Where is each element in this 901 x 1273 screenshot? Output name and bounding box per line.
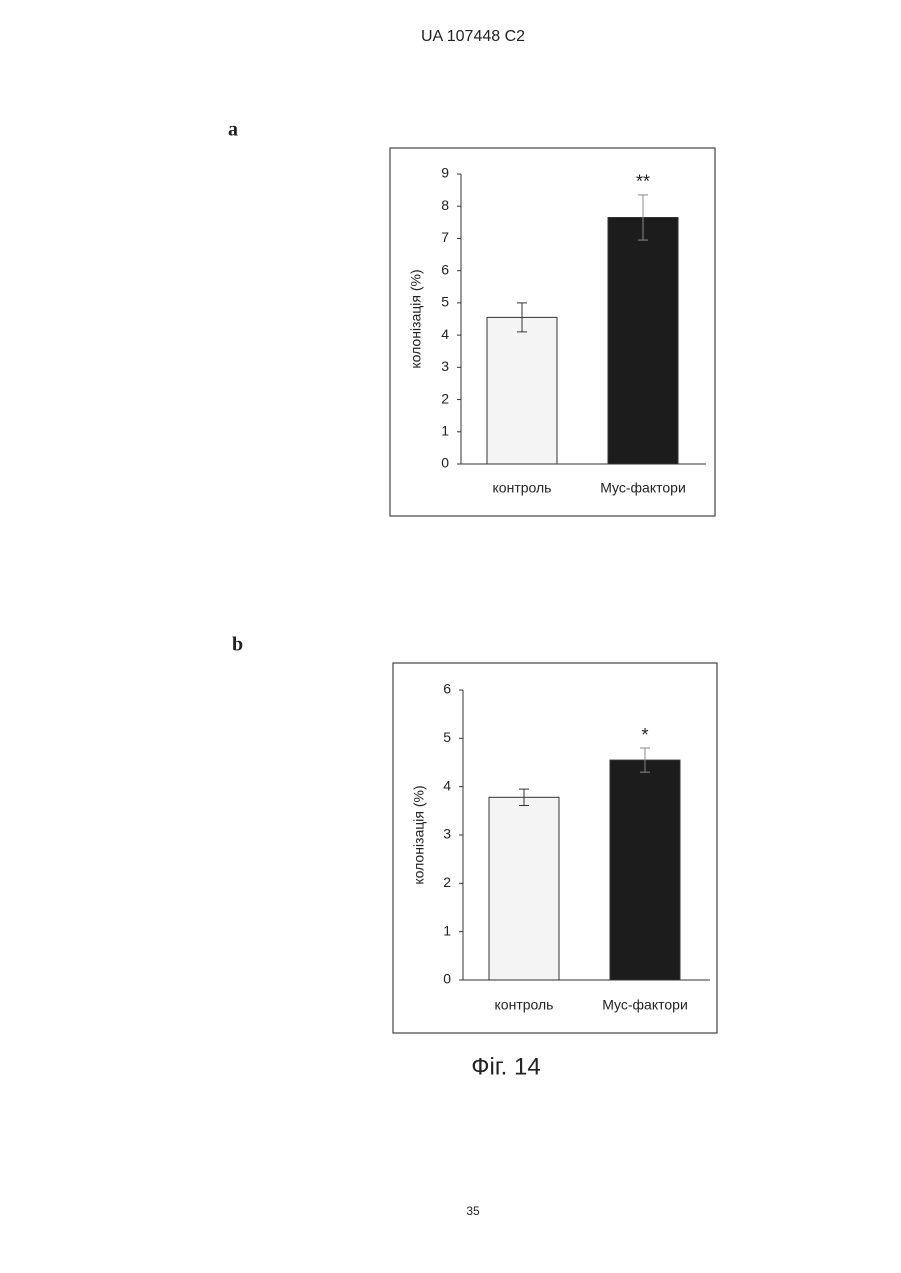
y-tick-label: 3 bbox=[441, 358, 449, 374]
bar bbox=[608, 218, 678, 465]
y-tick-label: 6 bbox=[443, 681, 451, 697]
y-tick-label: 3 bbox=[443, 826, 451, 842]
header: UA 107448 C2 bbox=[421, 28, 525, 45]
y-tick-label: 7 bbox=[441, 229, 449, 245]
y-tick-label: 4 bbox=[441, 326, 449, 342]
y-tick-label: 2 bbox=[443, 874, 451, 890]
y-axis-label: колонізація (%) bbox=[411, 785, 427, 884]
y-tick-label: 2 bbox=[441, 390, 449, 406]
bar bbox=[487, 317, 557, 464]
significance-mark: * bbox=[641, 725, 648, 745]
significance-mark: ** bbox=[636, 172, 650, 192]
y-tick-label: 9 bbox=[441, 165, 449, 181]
y-axis-label: колонізація (%) bbox=[408, 269, 424, 368]
caption: Фіг. 14 bbox=[471, 1053, 540, 1080]
x-tick-label: Мус-фактори bbox=[600, 480, 686, 496]
y-tick-label: 0 bbox=[443, 971, 451, 987]
y-tick-label: 5 bbox=[443, 729, 451, 745]
panel-label: a bbox=[228, 119, 238, 141]
x-tick-label: контроль bbox=[495, 997, 554, 1013]
y-tick-label: 1 bbox=[441, 422, 449, 438]
bar bbox=[489, 797, 559, 980]
bar bbox=[610, 760, 680, 980]
y-tick-label: 0 bbox=[441, 455, 449, 471]
y-tick-label: 8 bbox=[441, 197, 449, 213]
x-tick-label: Мус-фактори bbox=[602, 997, 688, 1013]
x-tick-label: контроль bbox=[493, 480, 552, 496]
y-tick-label: 5 bbox=[441, 294, 449, 310]
page: UA 107448 C2 Фіг. 14 35 aколонізація (%)… bbox=[0, 0, 901, 1273]
y-tick-label: 6 bbox=[441, 261, 449, 277]
y-tick-label: 4 bbox=[443, 777, 451, 793]
y-tick-label: 1 bbox=[443, 922, 451, 938]
panel-label: b bbox=[232, 634, 243, 656]
page-number: 35 bbox=[466, 1204, 480, 1218]
